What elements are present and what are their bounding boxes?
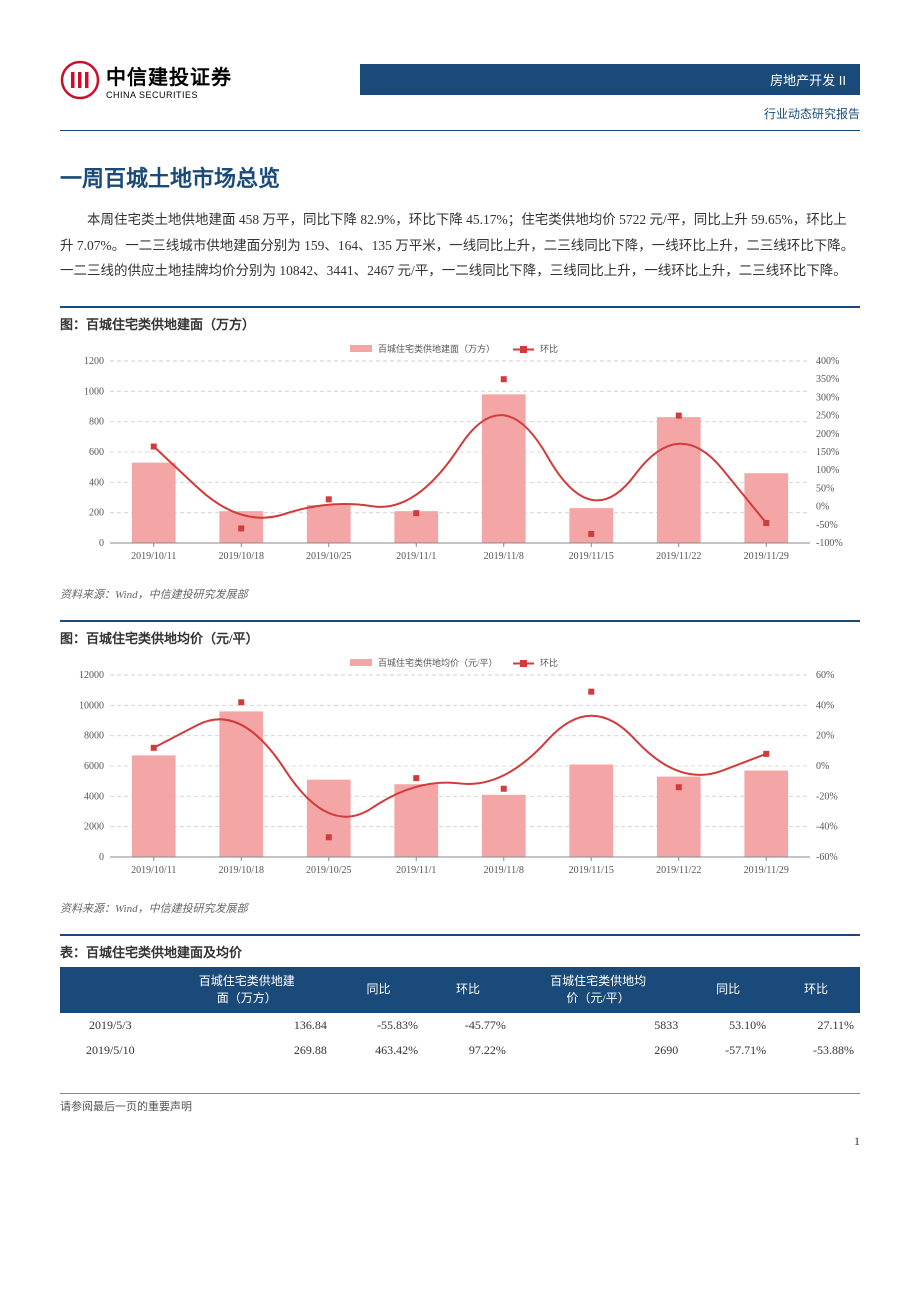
chart2-source: 资料来源：Wind，中信建投研究发展部: [60, 900, 860, 916]
svg-text:2019/11/1: 2019/11/1: [396, 865, 436, 876]
table-row: 2019/5/10269.88463.42%97.22%2690-57.71%-…: [60, 1038, 860, 1063]
svg-text:2019/11/15: 2019/11/15: [569, 865, 614, 876]
svg-text:150%: 150%: [816, 447, 839, 458]
header-category-bar: 房地产开发 II: [360, 64, 860, 95]
svg-text:2019/10/11: 2019/10/11: [131, 865, 176, 876]
table-header-cell: 百城住宅类供地建面（万方）: [161, 967, 333, 1013]
svg-text:400%: 400%: [816, 356, 839, 367]
svg-text:1000: 1000: [84, 386, 104, 397]
intro-paragraph: 本周住宅类土地供地建面 458 万平，同比下降 82.9%，环比下降 45.17…: [60, 207, 860, 284]
table-header-cell: [60, 967, 161, 1013]
svg-text:0%: 0%: [816, 761, 829, 772]
table-cell: 136.84: [161, 1013, 333, 1038]
svg-text:2019/10/25: 2019/10/25: [306, 551, 352, 562]
header-report-type: 行业动态研究报告: [764, 105, 860, 122]
table-row: 2019/5/3136.84-55.83%-45.77%583353.10%27…: [60, 1013, 860, 1038]
page-header: 中信建投证券 CHINA SECURITIES 房地产开发 II 行业动态研究报…: [60, 60, 860, 122]
svg-text:4000: 4000: [84, 791, 104, 802]
logo-cn-text: 中信建投证券: [106, 61, 232, 90]
table-cell: 2019/5/3: [60, 1013, 161, 1038]
svg-text:350%: 350%: [816, 374, 839, 385]
svg-text:50%: 50%: [816, 483, 834, 494]
svg-text:2019/11/1: 2019/11/1: [396, 551, 436, 562]
svg-text:60%: 60%: [816, 670, 834, 681]
svg-text:300%: 300%: [816, 392, 839, 403]
svg-text:环比: 环比: [540, 343, 558, 354]
svg-text:10000: 10000: [79, 700, 104, 711]
logo: 中信建投证券 CHINA SECURITIES: [60, 60, 232, 100]
svg-text:2019/11/8: 2019/11/8: [484, 551, 524, 562]
table-cell: -53.88%: [772, 1038, 860, 1063]
svg-text:2019/11/22: 2019/11/22: [656, 865, 701, 876]
svg-text:百城住宅类供地均价（元/平）: 百城住宅类供地均价（元/平）: [378, 657, 498, 668]
footer-rule: [60, 1093, 860, 1094]
svg-text:2000: 2000: [84, 822, 104, 833]
svg-text:-50%: -50%: [816, 520, 838, 531]
table-header-cell: 环比: [424, 967, 512, 1013]
table-cell: 463.42%: [333, 1038, 424, 1063]
table-cell: 53.10%: [684, 1013, 772, 1038]
svg-text:800: 800: [89, 417, 104, 428]
chart2-land-price: 0 2000 4000 6000 8000 10000 12000 -60% -40% -20% 0…: [60, 651, 860, 891]
footer-disclaimer: 请参阅最后一页的重要声明: [60, 1098, 860, 1114]
svg-text:环比: 环比: [540, 657, 558, 668]
chart2-title: 图：百城住宅类供地均价（元/平）: [60, 620, 860, 647]
svg-text:-100%: -100%: [816, 538, 843, 549]
header-rule: [60, 130, 860, 131]
svg-text:2019/11/22: 2019/11/22: [656, 551, 701, 562]
svg-text:100%: 100%: [816, 465, 839, 476]
table-cell: 2019/5/10: [60, 1038, 161, 1063]
svg-text:-20%: -20%: [816, 791, 838, 802]
svg-text:2019/11/15: 2019/11/15: [569, 551, 614, 562]
data-table: 百城住宅类供地建面（万方）同比环比百城住宅类供地均价（元/平）同比环比 2019…: [60, 967, 860, 1063]
svg-text:1200: 1200: [84, 356, 104, 367]
svg-text:-60%: -60%: [816, 852, 838, 863]
svg-text:400: 400: [89, 477, 104, 488]
table-cell: 269.88: [161, 1038, 333, 1063]
svg-text:-40%: -40%: [816, 822, 838, 833]
table-cell: 27.11%: [772, 1013, 860, 1038]
chart1-land-area: 0 200 400 600 800 1000 1200 -100% -50% 0% 50% 100% 1…: [60, 337, 860, 577]
table-header-cell: 环比: [772, 967, 860, 1013]
svg-text:2019/10/25: 2019/10/25: [306, 865, 352, 876]
table-header-cell: 百城住宅类供地均价（元/平）: [512, 967, 684, 1013]
svg-text:百城住宅类供地建面（万方）: 百城住宅类供地建面（万方）: [378, 343, 495, 354]
svg-text:6000: 6000: [84, 761, 104, 772]
table-cell: -55.83%: [333, 1013, 424, 1038]
table-header-cell: 同比: [684, 967, 772, 1013]
svg-text:0: 0: [99, 852, 104, 863]
svg-text:0%: 0%: [816, 502, 829, 513]
table-cell: 2690: [512, 1038, 684, 1063]
svg-text:200%: 200%: [816, 429, 839, 440]
svg-text:600: 600: [89, 447, 104, 458]
svg-text:8000: 8000: [84, 731, 104, 742]
svg-text:200: 200: [89, 508, 104, 519]
table-title: 表：百城住宅类供地建面及均价: [60, 934, 860, 961]
page-number: 1: [60, 1134, 860, 1149]
svg-text:2019/10/18: 2019/10/18: [218, 865, 264, 876]
svg-text:2019/11/29: 2019/11/29: [744, 551, 789, 562]
svg-text:2019/10/18: 2019/10/18: [218, 551, 264, 562]
svg-text:2019/10/11: 2019/10/11: [131, 551, 176, 562]
logo-icon: [60, 60, 100, 100]
svg-text:20%: 20%: [816, 731, 834, 742]
svg-text:40%: 40%: [816, 700, 834, 711]
chart1-title: 图：百城住宅类供地建面（万方）: [60, 306, 860, 333]
table-cell: -45.77%: [424, 1013, 512, 1038]
table-cell: -57.71%: [684, 1038, 772, 1063]
svg-text:0: 0: [99, 538, 104, 549]
section-title: 一周百城土地市场总览: [60, 161, 860, 193]
table-cell: 5833: [512, 1013, 684, 1038]
logo-en-text: CHINA SECURITIES: [106, 90, 232, 100]
svg-text:250%: 250%: [816, 411, 839, 422]
svg-text:12000: 12000: [79, 670, 104, 681]
table-header-cell: 同比: [333, 967, 424, 1013]
table-cell: 97.22%: [424, 1038, 512, 1063]
svg-text:2019/11/29: 2019/11/29: [744, 865, 789, 876]
svg-text:2019/11/8: 2019/11/8: [484, 865, 524, 876]
chart1-source: 资料来源：Wind，中信建投研究发展部: [60, 586, 860, 602]
